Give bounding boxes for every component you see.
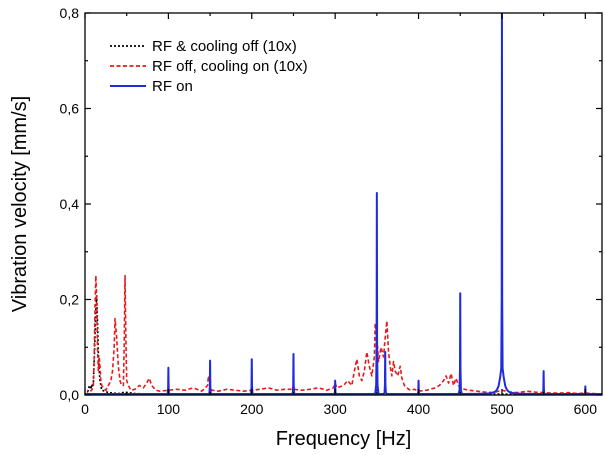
y-tick-label: 0,6 (60, 101, 80, 117)
legend-label-1: RF off, cooling on (10x) (152, 58, 308, 75)
x-tick-label: 600 (574, 401, 598, 417)
series-line-2 (85, 13, 602, 395)
y-tick-label: 0,4 (60, 196, 80, 212)
legend: RF & cooling off (10x) RF off, cooling on… (110, 38, 308, 95)
y-tick-label: 0,2 (60, 292, 80, 308)
x-tick-label: 400 (407, 401, 431, 417)
x-tick-label: 200 (240, 401, 264, 417)
series-line-1 (85, 274, 602, 395)
plot-area (85, 13, 602, 395)
x-tick-label: 100 (157, 401, 181, 417)
y-tick-label: 0,8 (60, 5, 80, 21)
x-tick-label: 0 (81, 401, 89, 417)
axes: 0 100 200 300 400 500 600 0,0 0,2 0,4 0,6 0,8 (60, 5, 603, 417)
y-tick-label: 0,0 (60, 387, 80, 403)
legend-label-0: RF & cooling off (10x) (152, 38, 297, 55)
x-tick-label: 300 (323, 401, 347, 417)
y-axis-title: Vibration velocity [mm/s] (9, 96, 31, 312)
x-tick-label: 500 (490, 401, 514, 417)
x-axis-title: Frequency [Hz] (276, 428, 412, 450)
series-line-0 (85, 293, 602, 395)
legend-label-2: RF on (152, 78, 193, 95)
